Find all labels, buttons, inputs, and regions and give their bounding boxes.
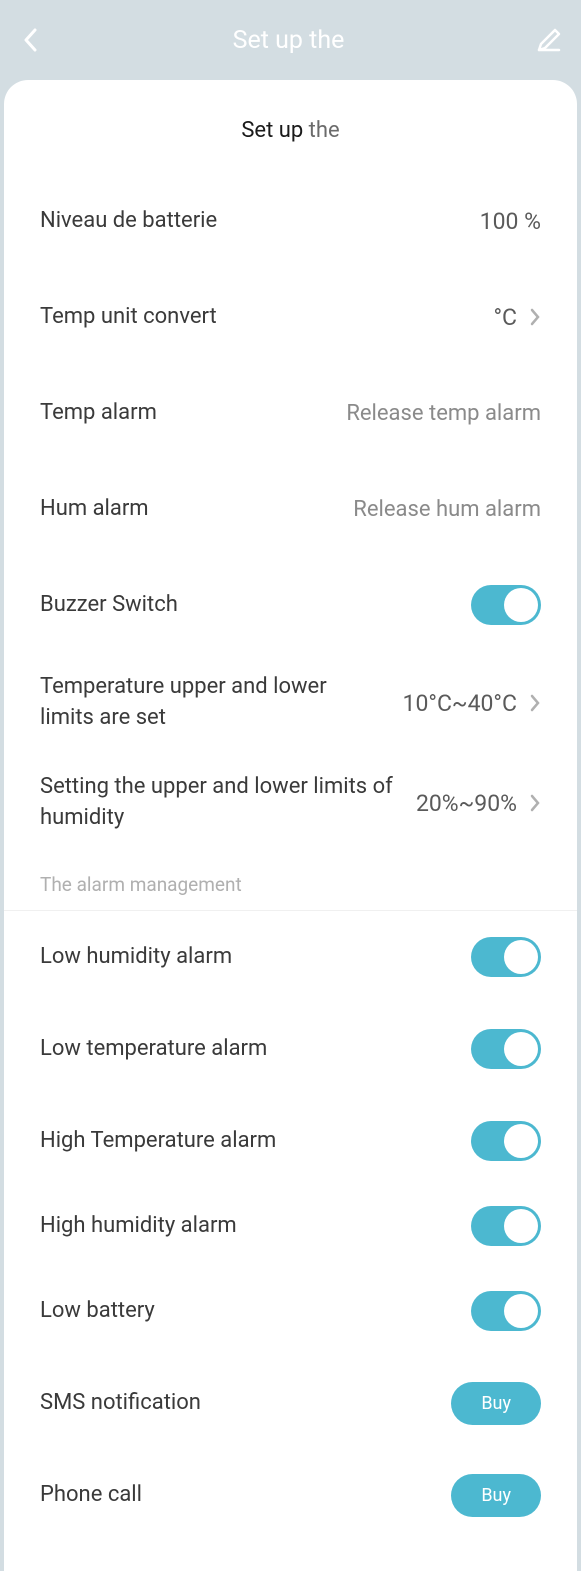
high-temp-alarm-label: High Temperature alarm [40, 1126, 471, 1157]
row-sms-notification: SMS notification Buy [4, 1357, 577, 1449]
sms-buy-button[interactable]: Buy [451, 1382, 541, 1425]
card-title: Set up the [4, 80, 577, 173]
settings-card: Set up the Niveau de batterie 100 % Temp… [4, 80, 577, 1571]
card-title-light: the [303, 118, 339, 143]
header-title: Set up the [233, 26, 345, 55]
phone-label: Phone call [40, 1480, 451, 1511]
row-temp-alarm[interactable]: Temp alarm Release temp alarm [4, 365, 577, 461]
row-phone-call: Phone call Buy [4, 1449, 577, 1541]
low-battery-alarm-toggle[interactable] [471, 1291, 541, 1331]
buzzer-toggle[interactable] [471, 585, 541, 625]
low-hum-alarm-toggle[interactable] [471, 937, 541, 977]
high-hum-alarm-toggle[interactable] [471, 1206, 541, 1246]
low-temp-alarm-toggle[interactable] [471, 1029, 541, 1069]
chevron-right-icon [529, 793, 541, 813]
back-icon[interactable] [18, 28, 42, 52]
temp-limits-value: 10°C~40°C [403, 690, 541, 717]
high-hum-alarm-label: High humidity alarm [40, 1211, 471, 1242]
high-temp-alarm-toggle[interactable] [471, 1121, 541, 1161]
row-high-temperature-alarm: High Temperature alarm [4, 1095, 577, 1187]
edit-icon[interactable] [535, 26, 563, 54]
chevron-right-icon [529, 307, 541, 327]
buzzer-label: Buzzer Switch [40, 590, 471, 621]
hum-alarm-value: Release hum alarm [353, 497, 541, 522]
card-title-bold: Set up [241, 118, 303, 143]
row-low-humidity-alarm: Low humidity alarm [4, 911, 577, 1003]
battery-label: Niveau de batterie [40, 206, 480, 237]
temp-unit-label: Temp unit convert [40, 302, 493, 333]
row-hum-limits[interactable]: Setting the upper and lower limits of hu… [4, 753, 577, 853]
phone-buy-button[interactable]: Buy [451, 1474, 541, 1517]
sms-label: SMS notification [40, 1388, 451, 1419]
row-temp-limits[interactable]: Temperature upper and lower limits are s… [4, 653, 577, 753]
row-battery: Niveau de batterie 100 % [4, 173, 577, 269]
low-hum-alarm-label: Low humidity alarm [40, 942, 471, 973]
row-buzzer: Buzzer Switch [4, 557, 577, 653]
hum-limits-value: 20%~90% [416, 790, 541, 817]
temp-limits-label: Temperature upper and lower limits are s… [40, 672, 403, 734]
row-temp-unit[interactable]: Temp unit convert °C [4, 269, 577, 365]
low-temp-alarm-label: Low temperature alarm [40, 1034, 471, 1065]
battery-value: 100 % [480, 208, 541, 235]
row-low-temperature-alarm: Low temperature alarm [4, 1003, 577, 1095]
temp-alarm-label: Temp alarm [40, 398, 346, 429]
temp-alarm-value: Release temp alarm [346, 401, 541, 426]
chevron-right-icon [529, 693, 541, 713]
hum-alarm-label: Hum alarm [40, 494, 353, 525]
temp-unit-value: °C [493, 304, 541, 331]
row-high-humidity-alarm: High humidity alarm [4, 1187, 577, 1265]
row-hum-alarm[interactable]: Hum alarm Release hum alarm [4, 461, 577, 557]
hum-limits-label: Setting the upper and lower limits of hu… [40, 772, 416, 834]
section-alarm-management: The alarm management [4, 853, 577, 911]
header-bar: Set up the [0, 0, 581, 80]
low-battery-alarm-label: Low battery [40, 1296, 471, 1327]
row-low-battery-alarm: Low battery [4, 1265, 577, 1357]
